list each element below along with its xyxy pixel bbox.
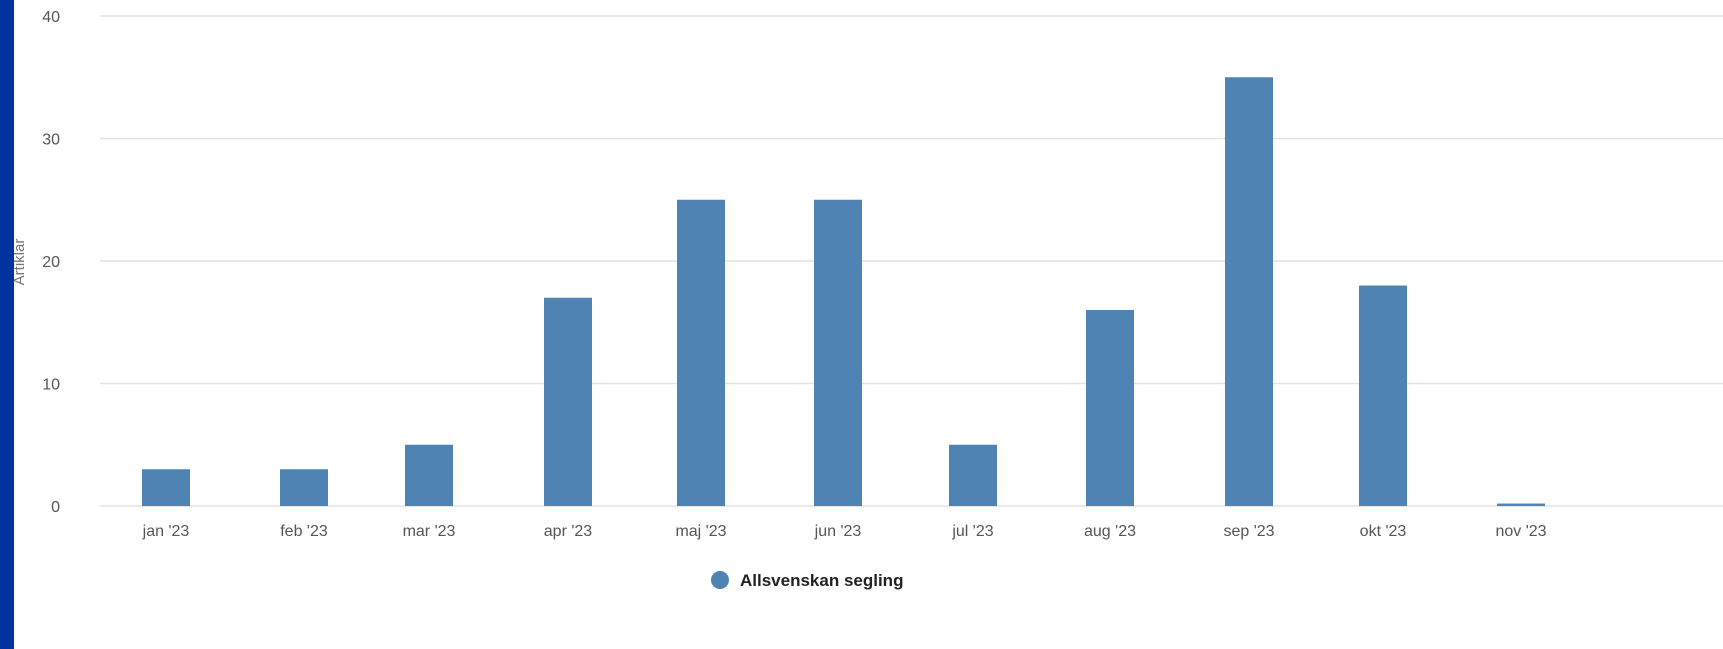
x-tick-label: jan '23 (142, 523, 190, 540)
x-tick-label: okt '23 (1360, 523, 1407, 540)
x-tick-label: aug '23 (1084, 523, 1136, 540)
y-tick-label: 0 (51, 499, 60, 516)
bar[interactable] (949, 444, 997, 506)
x-tick-label: feb '23 (280, 523, 328, 540)
y-tick-label: 30 (42, 132, 60, 149)
y-axis-label: Artiklar (14, 239, 28, 286)
bar[interactable] (142, 469, 190, 506)
bar[interactable] (544, 297, 592, 506)
x-tick-label: jul '23 (951, 523, 993, 540)
x-tick-label: jun '23 (814, 523, 862, 540)
legend-swatch[interactable] (711, 571, 729, 589)
bar[interactable] (1359, 285, 1407, 507)
grid-lines (100, 15, 1723, 507)
x-axis-ticks: jan '23 feb '23 mar '23 apr '23 maj '23 jun '… (142, 523, 1547, 540)
chart-area: 0 10 20 30 40 jan '23 feb '23 mar '23 apr '23 ma… (14, 0, 1723, 649)
x-tick-label: apr '23 (544, 523, 593, 540)
bars (142, 77, 1545, 506)
legend[interactable]: Allsvenskan segling (711, 571, 903, 590)
bar[interactable] (405, 444, 453, 506)
bar[interactable] (814, 199, 862, 506)
legend-label[interactable]: Allsvenskan segling (740, 571, 903, 590)
x-tick-label: maj '23 (675, 523, 726, 540)
x-tick-label: nov '23 (1495, 523, 1546, 540)
bar-chart: 0 10 20 30 40 jan '23 feb '23 mar '23 apr '23 ma… (14, 9, 1723, 590)
bar[interactable] (1225, 77, 1273, 506)
bar[interactable] (677, 199, 725, 506)
bar[interactable] (1497, 503, 1545, 506)
x-tick-label: sep '23 (1223, 523, 1274, 540)
bar[interactable] (280, 469, 328, 506)
y-tick-label: 10 (42, 377, 60, 394)
y-tick-label: 40 (42, 9, 60, 26)
y-axis-ticks: 0 10 20 30 40 (42, 9, 60, 516)
y-tick-label: 20 (42, 254, 60, 271)
bar[interactable] (1086, 310, 1134, 506)
x-tick-label: mar '23 (403, 523, 456, 540)
